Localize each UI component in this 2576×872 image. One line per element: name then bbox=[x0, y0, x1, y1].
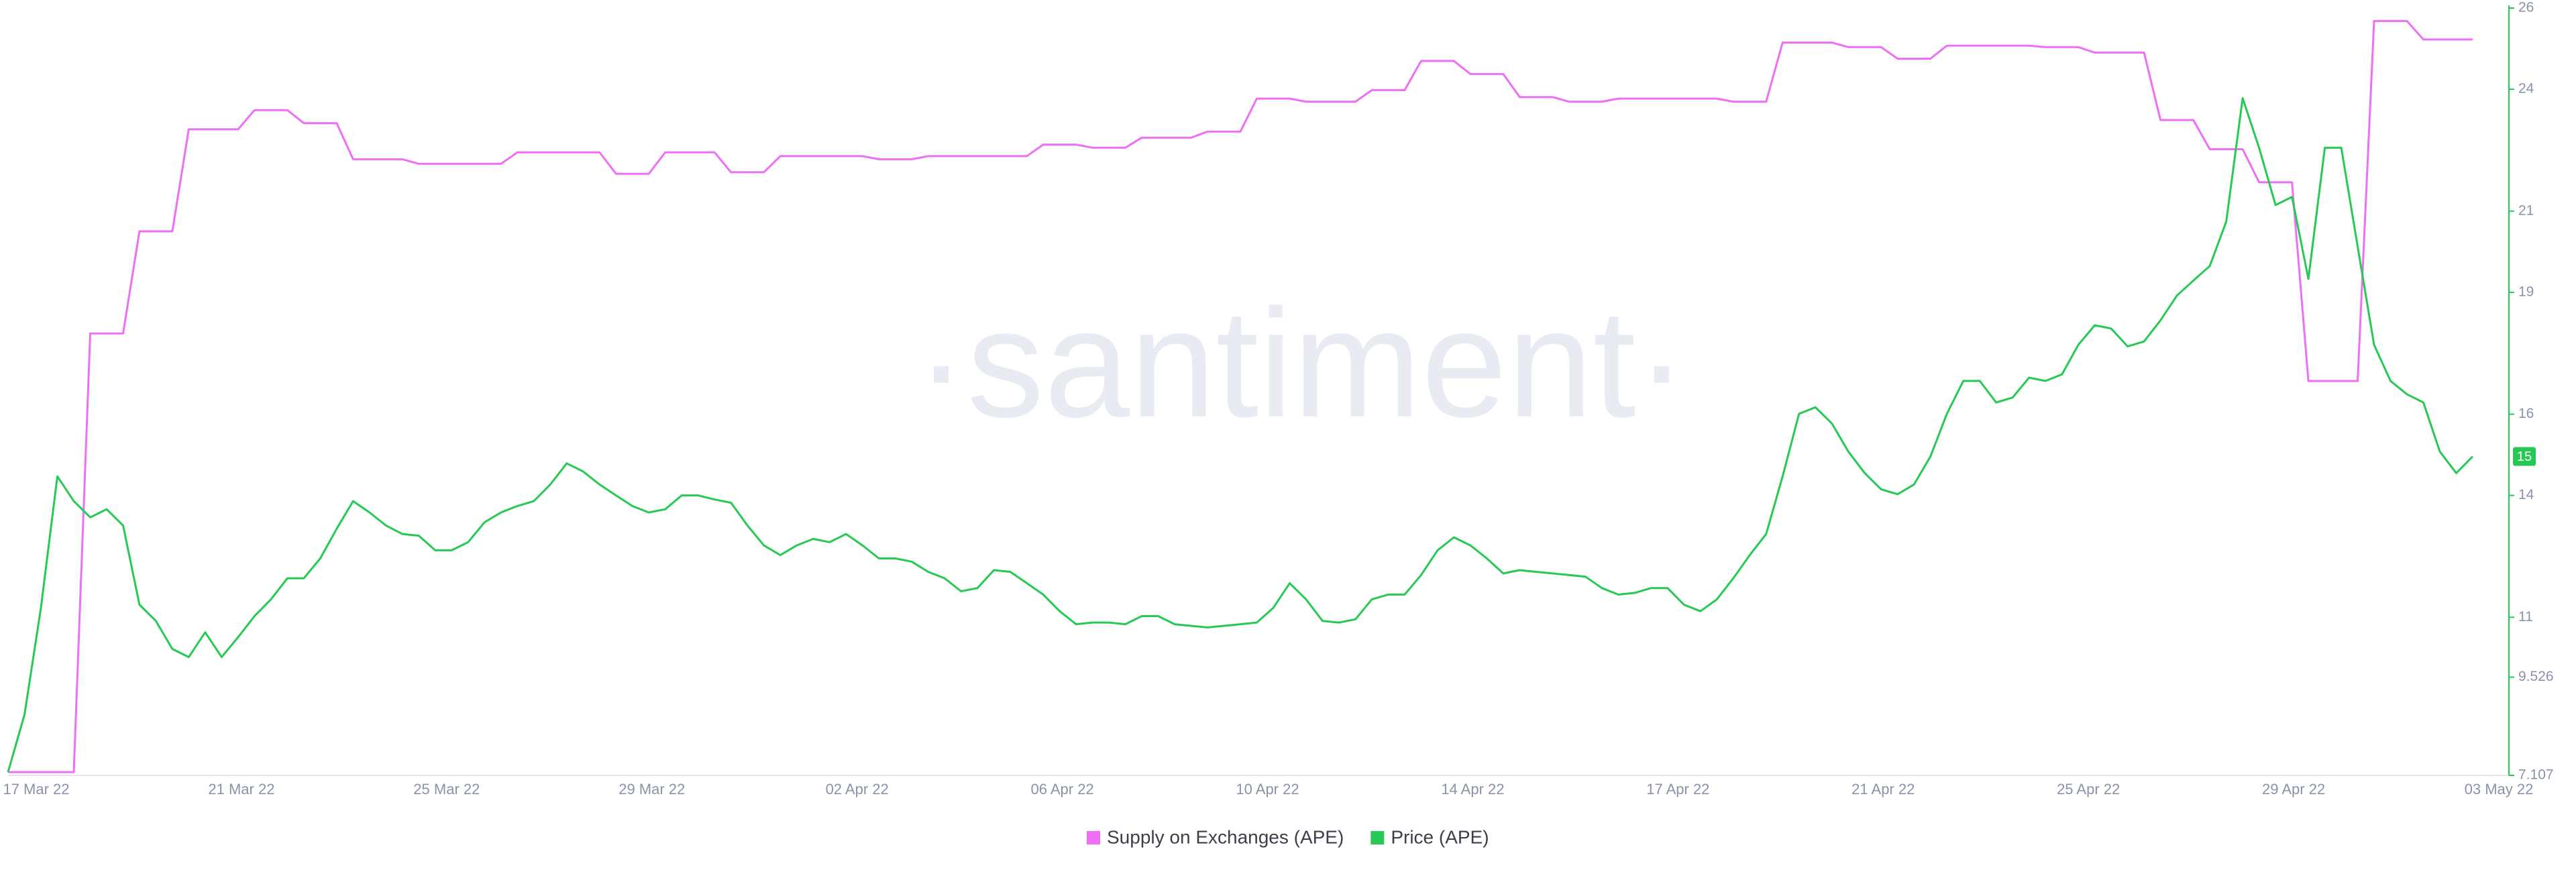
legend-label: Price (APE) bbox=[1391, 826, 1489, 847]
x-tick-label: 25 Mar 22 bbox=[413, 781, 480, 798]
y-tick-label: 16 bbox=[2518, 406, 2534, 421]
x-tick-label: 17 Apr 22 bbox=[1646, 781, 1709, 798]
series-line bbox=[7, 97, 2474, 773]
y-tick-label: 14 bbox=[2518, 487, 2534, 502]
legend-swatch bbox=[1087, 831, 1100, 844]
x-tick-label: 14 Apr 22 bbox=[1441, 781, 1504, 798]
legend-label: Supply on Exchanges (APE) bbox=[1107, 826, 1344, 847]
x-tick-label: 06 Apr 22 bbox=[1030, 781, 1093, 798]
legend-swatch bbox=[1371, 831, 1385, 844]
y-tick-label: 26 bbox=[2518, 0, 2534, 15]
x-tick-label: 02 Apr 22 bbox=[826, 781, 889, 798]
watermark: ·santiment· bbox=[916, 277, 1687, 449]
x-tick-label: 29 Mar 22 bbox=[619, 781, 685, 798]
x-tick-label: 03 May 22 bbox=[2465, 781, 2534, 798]
x-tick-label: 21 Mar 22 bbox=[208, 781, 274, 798]
y-tick-label: 21 bbox=[2518, 203, 2534, 218]
last-value-tag bbox=[2513, 447, 2536, 466]
y-tick-label: 24 bbox=[2518, 81, 2534, 97]
y-tick-label: 11 bbox=[2518, 609, 2533, 624]
series-line bbox=[8, 19, 2473, 773]
x-tick-label: 29 Apr 22 bbox=[2262, 781, 2325, 798]
last-value-label: 15 bbox=[2517, 449, 2532, 464]
y-tick-label: 7.107 bbox=[2518, 767, 2554, 783]
x-tick-label: 10 Apr 22 bbox=[1236, 781, 1299, 798]
y-tick-label: 19 bbox=[2518, 284, 2534, 299]
x-tick-label: 21 Apr 22 bbox=[1851, 781, 1915, 798]
y-tick-label: 9.526 bbox=[2518, 669, 2554, 684]
x-tick-label: 25 Apr 22 bbox=[2057, 781, 2120, 798]
x-tick-label: 17 Mar 22 bbox=[3, 781, 69, 798]
